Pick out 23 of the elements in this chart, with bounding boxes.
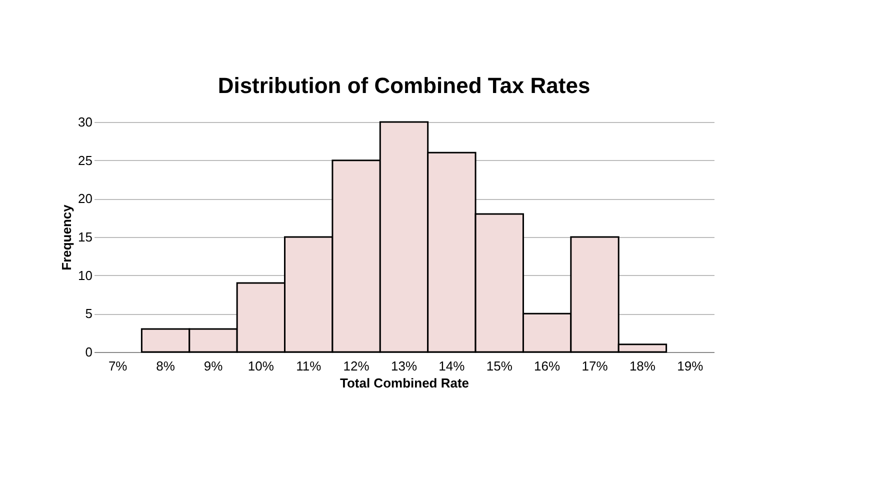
- x-tick-label: 10%: [248, 358, 274, 374]
- x-tick-label: 14%: [438, 358, 466, 374]
- x-tick-label: 11%: [296, 358, 322, 374]
- y-tick-label: 5: [85, 306, 92, 322]
- y-tick-label: 25: [78, 152, 92, 168]
- y-tick-label: 10: [78, 268, 92, 283]
- x-axis-title: Total Combined Rate: [340, 376, 470, 390]
- x-tick-label: 9%: [204, 358, 224, 374]
- x-tick-label: 15%: [486, 358, 513, 374]
- x-tick-label: 16%: [534, 358, 561, 374]
- y-tick-label: 0: [85, 344, 92, 360]
- chart-title: Distribution of Combined Tax Rates: [218, 73, 590, 98]
- x-tick-label: 17%: [582, 358, 608, 374]
- y-tick-label: 20: [78, 191, 92, 206]
- y-tick-label: 30: [78, 114, 92, 130]
- x-tick-label: 8%: [156, 358, 176, 374]
- x-tick-label: 13%: [390, 358, 418, 374]
- x-tick-label: 7%: [108, 358, 128, 374]
- y-tick-label: 15: [78, 230, 92, 244]
- x-tick-label: 12%: [343, 358, 370, 374]
- x-tick-label: 19%: [677, 358, 704, 374]
- x-tick-label: 18%: [629, 358, 656, 374]
- y-axis-title: Frequency: [59, 204, 74, 270]
